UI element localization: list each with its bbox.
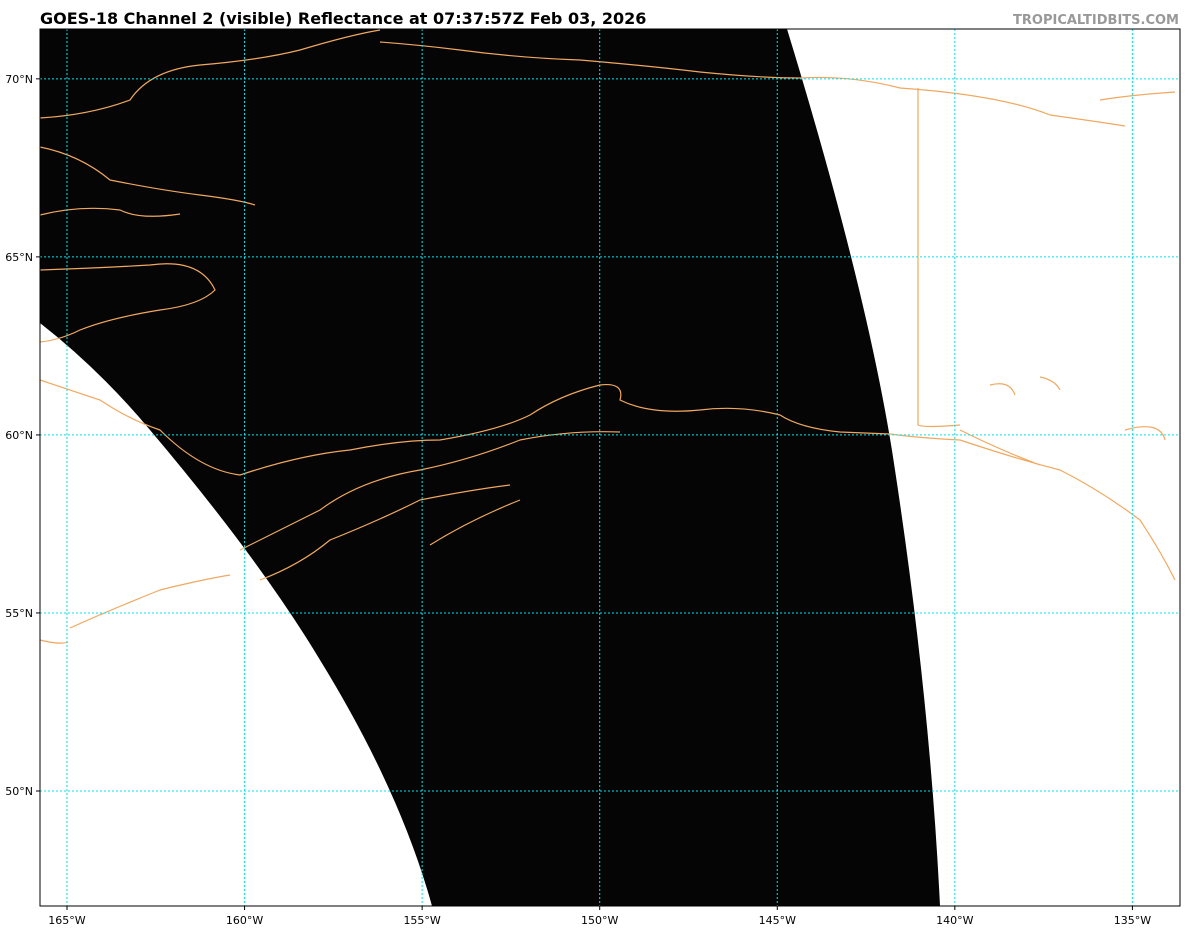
x-tick-label: 160°W [226, 914, 263, 927]
coastlines [39, 29, 1176, 644]
y-tick-label: 55°N [5, 607, 33, 620]
title: GOES-18 Channel 2 (visible) Reflectance … [40, 9, 646, 28]
satellite-swath [40, 29, 940, 906]
y-tick-label: 65°N [5, 251, 33, 264]
x-tick-label: 145°W [759, 914, 796, 927]
x-tick-label: 135°W [1114, 914, 1151, 927]
x-tick-label: 155°W [403, 914, 440, 927]
x-tick-label: 165°W [48, 914, 85, 927]
x-tick-label: 140°W [936, 914, 973, 927]
x-tick-label: 150°W [581, 914, 618, 927]
y-tick-label: 50°N [5, 785, 33, 798]
frame [39, 28, 1181, 907]
y-tick-label: 70°N [5, 73, 33, 86]
watermark: TROPICALTIDBITS.COM [1013, 13, 1179, 28]
y-tick-label: 60°N [5, 429, 33, 442]
plot-area [39, 29, 1180, 906]
